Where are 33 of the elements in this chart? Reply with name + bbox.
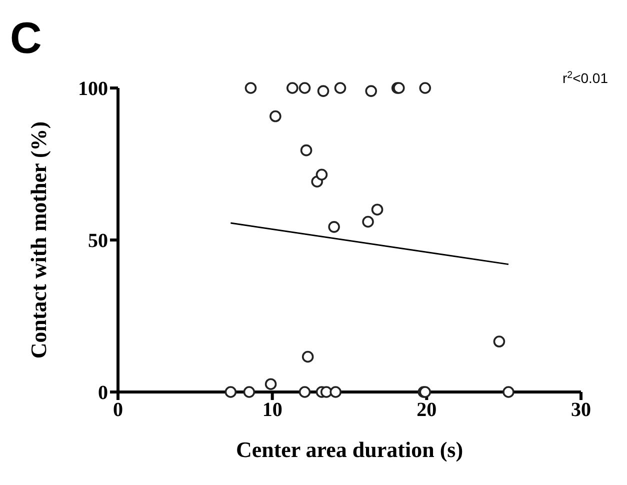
point [328, 221, 340, 233]
point [316, 168, 328, 181]
x-axis-title: Center area duration (s) [236, 437, 464, 462]
point [320, 386, 332, 398]
point [502, 386, 514, 398]
y-axis-title: Contact with mother (%) [26, 121, 51, 359]
point [300, 144, 312, 156]
x-tick-label: 0 [113, 399, 123, 422]
point [298, 82, 311, 94]
point [224, 386, 237, 398]
point [243, 386, 256, 398]
x-tick-label: 20 [416, 399, 437, 422]
x-tick-label: 30 [571, 399, 591, 422]
point [330, 386, 342, 398]
point [302, 350, 314, 363]
point [334, 82, 346, 94]
point [244, 82, 257, 94]
point [365, 85, 378, 97]
point [298, 386, 311, 398]
y-tick-label: 50 [88, 230, 108, 252]
point [362, 216, 374, 228]
point [317, 85, 330, 97]
point [286, 82, 298, 94]
point [371, 204, 384, 216]
point [264, 378, 277, 390]
point [419, 82, 432, 94]
point [270, 110, 282, 122]
y-tick-label: 0 [98, 382, 108, 404]
point [493, 336, 506, 348]
x-tick-label: 10 [262, 399, 282, 422]
text: r$^{2}$<0.01 [562, 70, 608, 86]
y-tick-label: 100 [78, 78, 108, 100]
text: C [10, 14, 42, 63]
